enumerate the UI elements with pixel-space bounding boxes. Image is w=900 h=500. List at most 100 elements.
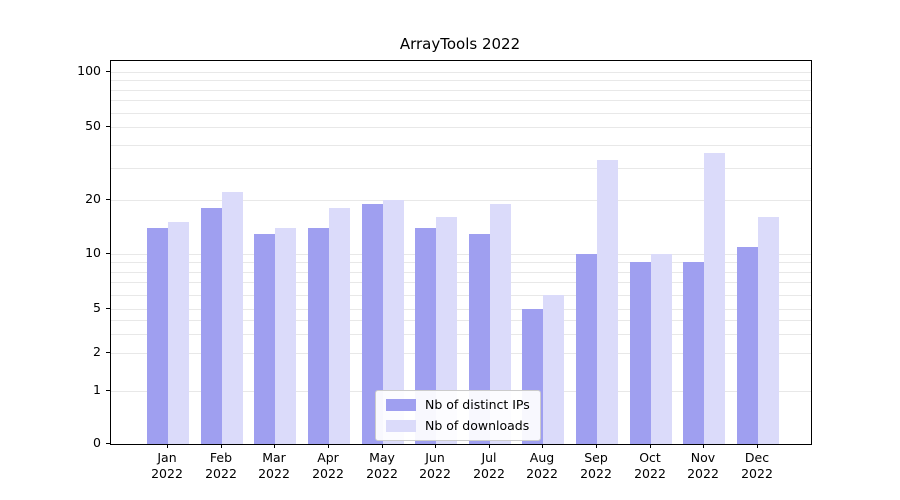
y-tick-mark [106, 71, 110, 72]
bar-downloads [168, 222, 189, 444]
gridline [111, 113, 811, 114]
x-tick-mark [757, 444, 758, 448]
gridline [111, 127, 811, 128]
bar-distinct-ips [308, 228, 329, 444]
x-tick-label: Mar 2022 [246, 450, 302, 482]
x-tick-year: 2022 [312, 466, 344, 481]
legend-label: Nb of distinct IPs [425, 397, 530, 412]
x-tick-label: Dec 2022 [729, 450, 785, 482]
y-tick-mark [106, 199, 110, 200]
gridline [111, 168, 811, 169]
gridline [111, 320, 811, 321]
y-tick-label: 1 [93, 382, 101, 397]
x-tick-label: Jul 2022 [461, 450, 517, 482]
y-tick-mark [106, 352, 110, 353]
bar-downloads [758, 217, 779, 444]
gridline [111, 272, 811, 273]
bar-downloads [329, 208, 350, 444]
bar-distinct-ips [362, 204, 383, 444]
bar-downloads [383, 200, 404, 444]
x-tick-year: 2022 [258, 466, 290, 481]
gridline [111, 254, 811, 255]
bar-downloads [704, 153, 725, 444]
bar-distinct-ips [254, 234, 275, 444]
bar-downloads [543, 295, 564, 444]
bar-downloads [597, 160, 618, 444]
y-tick-label: 5 [93, 300, 101, 315]
x-tick-mark [650, 444, 651, 448]
bar-distinct-ips [683, 262, 704, 444]
bar-distinct-ips [576, 254, 597, 444]
bar-distinct-ips [201, 208, 222, 444]
legend: Nb of distinct IPs Nb of downloads [375, 390, 541, 441]
gridline [111, 90, 811, 91]
plot-area: Nb of distinct IPs Nb of downloads [110, 60, 812, 445]
x-tick-label: Jun 2022 [407, 450, 463, 482]
x-tick-mark [703, 444, 704, 448]
y-tick-label: 100 [77, 63, 101, 78]
x-tick-mark [542, 444, 543, 448]
x-tick-label: Oct 2022 [622, 450, 678, 482]
y-tick-mark [106, 443, 110, 444]
x-tick-label: May 2022 [354, 450, 410, 482]
y-tick-label: 0 [93, 435, 101, 450]
bar-distinct-ips [630, 262, 651, 444]
gridline [111, 309, 811, 310]
bar-downloads [222, 192, 243, 444]
x-tick-label: Apr 2022 [300, 450, 356, 482]
x-tick-month: Sep [584, 450, 608, 465]
bar-downloads [275, 228, 296, 444]
legend-swatch-downloads [386, 420, 416, 432]
x-tick-year: 2022 [687, 466, 719, 481]
gridline [111, 295, 811, 296]
gridline [111, 334, 811, 335]
gridline [111, 145, 811, 146]
bar-distinct-ips [147, 228, 168, 444]
x-tick-label: Sep 2022 [568, 450, 624, 482]
y-tick-label: 20 [85, 191, 101, 206]
gridline [111, 353, 811, 354]
x-tick-mark [274, 444, 275, 448]
x-tick-label: Nov 2022 [675, 450, 731, 482]
x-tick-label: Aug 2022 [514, 450, 570, 482]
x-tick-year: 2022 [526, 466, 558, 481]
x-tick-label: Feb 2022 [193, 450, 249, 482]
chart-title: ArrayTools 2022 [399, 35, 521, 53]
gridline [111, 200, 811, 201]
x-tick-year: 2022 [580, 466, 612, 481]
x-tick-month: Mar [262, 450, 286, 465]
bar-downloads [651, 254, 672, 444]
y-tick-label: 2 [93, 344, 101, 359]
x-tick-month: May [369, 450, 395, 465]
x-tick-mark [435, 444, 436, 448]
legend-swatch-distinct-ips [386, 399, 416, 411]
x-tick-month: Nov [690, 450, 716, 465]
y-tick-label: 50 [85, 118, 101, 133]
bar-downloads [436, 217, 457, 444]
legend-item: Nb of downloads [386, 419, 530, 433]
x-tick-month: Dec [744, 450, 770, 465]
x-tick-year: 2022 [366, 466, 398, 481]
legend-item: Nb of distinct IPs [386, 398, 530, 412]
gridline [111, 80, 811, 81]
x-tick-month: Apr [317, 450, 339, 465]
x-tick-year: 2022 [473, 466, 505, 481]
gridline [111, 262, 811, 263]
bar-downloads [490, 204, 511, 444]
legend-label: Nb of downloads [425, 418, 530, 433]
x-tick-year: 2022 [151, 466, 183, 481]
x-tick-year: 2022 [634, 466, 666, 481]
x-tick-month: Jun [425, 450, 445, 465]
x-tick-year: 2022 [205, 466, 237, 481]
y-tick-mark [106, 390, 110, 391]
x-tick-mark [382, 444, 383, 448]
gridline [111, 72, 811, 73]
x-tick-mark [328, 444, 329, 448]
x-tick-mark [596, 444, 597, 448]
x-tick-year: 2022 [741, 466, 773, 481]
x-tick-mark [489, 444, 490, 448]
gridline [111, 282, 811, 283]
x-tick-month: Jan [157, 450, 177, 465]
x-tick-mark [167, 444, 168, 448]
